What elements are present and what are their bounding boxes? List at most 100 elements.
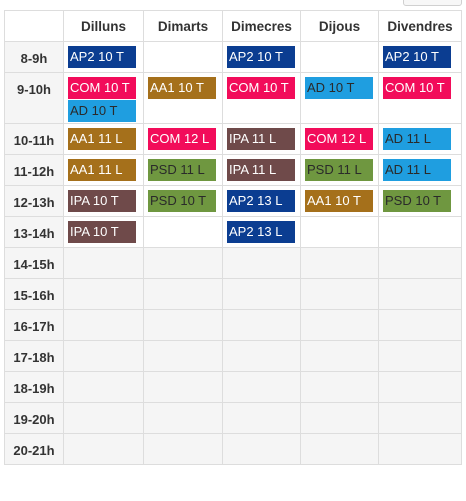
schedule-cell: COM 10 T xyxy=(222,72,301,124)
day-header: Dimecres xyxy=(222,10,301,42)
hour-label: 19-20h xyxy=(4,402,64,434)
day-header: Dijous xyxy=(300,10,379,42)
schedule-cell: AA1 11 L xyxy=(63,154,144,186)
schedule-table: Dilluns Dimarts Dimecres Dijous Divendre… xyxy=(4,10,462,465)
schedule-row: 18-19h xyxy=(4,371,462,403)
schedule-cell: PSD 10 T xyxy=(378,185,462,217)
course-block[interactable]: AA1 10 T xyxy=(305,190,373,212)
course-block[interactable]: IPA 10 T xyxy=(68,221,136,243)
schedule-cell: AA1 10 T xyxy=(300,185,379,217)
course-block[interactable]: COM 12 L xyxy=(148,128,216,150)
schedule-row: 17-18h xyxy=(4,340,462,372)
schedule-cell xyxy=(222,371,301,403)
schedule-cell xyxy=(222,309,301,341)
schedule-cell xyxy=(63,340,144,372)
schedule-cell xyxy=(300,433,379,465)
course-block[interactable]: AA1 11 L xyxy=(68,128,136,150)
schedule-row: 11-12h AA1 11 L PSD 11 L IPA 11 L PSD 11 L AD… xyxy=(4,154,462,186)
schedule-row: 19-20h xyxy=(4,402,462,434)
schedule-row: 13-14h IPA 10 T AP2 13 L xyxy=(4,216,462,248)
course-block[interactable]: PSD 11 L xyxy=(305,159,373,181)
schedule-cell xyxy=(378,433,462,465)
schedule-cell xyxy=(63,309,144,341)
schedule-row: 9-10h COM 10 T AD 10 T AA1 10 T COM 10 T AD 1… xyxy=(4,72,462,124)
schedule-cell xyxy=(143,402,223,434)
toolbar-button[interactable] xyxy=(403,0,462,6)
day-header: Dilluns xyxy=(63,10,144,42)
schedule-cell xyxy=(300,371,379,403)
hour-label: 16-17h xyxy=(4,309,64,341)
schedule-cell xyxy=(143,433,223,465)
schedule-cell: IPA 11 L xyxy=(222,123,301,155)
corner-cell xyxy=(4,10,64,42)
schedule-cell xyxy=(143,216,223,248)
schedule-cell xyxy=(63,247,144,279)
course-block[interactable]: IPA 10 T xyxy=(68,190,136,212)
course-block[interactable]: AP2 13 L xyxy=(227,190,295,212)
header-row: Dilluns Dimarts Dimecres Dijous Divendre… xyxy=(4,10,462,42)
schedule-row: 12-13h IPA 10 T PSD 10 T AP2 13 L AA1 10 T PS… xyxy=(4,185,462,217)
schedule-cell xyxy=(300,216,379,248)
course-block[interactable]: AD 11 L xyxy=(383,159,451,181)
course-block[interactable]: IPA 11 L xyxy=(227,128,295,150)
schedule-row: 16-17h xyxy=(4,309,462,341)
course-block[interactable]: PSD 10 T xyxy=(383,190,451,212)
schedule-cell xyxy=(143,247,223,279)
schedule-cell: COM 10 T AD 10 T xyxy=(63,72,144,124)
course-block[interactable]: PSD 10 T xyxy=(148,190,216,212)
course-block[interactable]: COM 10 T xyxy=(68,77,136,99)
hour-label: 17-18h xyxy=(4,340,64,372)
schedule-cell xyxy=(222,278,301,310)
schedule-cell: AD 11 L xyxy=(378,123,462,155)
course-block[interactable]: PSD 11 L xyxy=(148,159,216,181)
hour-label: 12-13h xyxy=(4,185,64,217)
schedule-cell xyxy=(378,278,462,310)
course-block[interactable]: AA1 11 L xyxy=(68,159,136,181)
course-block[interactable]: IPA 11 L xyxy=(227,159,295,181)
schedule-cell: PSD 11 L xyxy=(143,154,223,186)
schedule-cell xyxy=(63,402,144,434)
schedule-row: 10-11h AA1 11 L COM 12 L IPA 11 L COM 12 L AD… xyxy=(4,123,462,155)
hour-label: 9-10h xyxy=(4,72,64,124)
course-block[interactable]: AP2 13 L xyxy=(227,221,295,243)
course-block[interactable]: AA1 10 T xyxy=(148,77,216,99)
course-block[interactable]: COM 10 T xyxy=(383,77,451,99)
schedule-cell xyxy=(378,340,462,372)
schedule-cell: IPA 11 L xyxy=(222,154,301,186)
schedule-cell xyxy=(300,402,379,434)
schedule-cell xyxy=(378,402,462,434)
course-block[interactable]: AP2 10 T xyxy=(383,46,451,68)
schedule-cell xyxy=(300,247,379,279)
schedule-cell: AD 11 L xyxy=(378,154,462,186)
hour-label: 10-11h xyxy=(4,123,64,155)
course-block[interactable]: AD 11 L xyxy=(383,128,451,150)
schedule-cell: PSD 11 L xyxy=(300,154,379,186)
course-block[interactable]: AD 10 T xyxy=(68,100,136,122)
schedule-cell xyxy=(378,216,462,248)
schedule-cell xyxy=(300,278,379,310)
schedule-body: 8-9h AP2 10 T AP2 10 T AP2 10 T 9-10h COM 10 … xyxy=(4,41,462,465)
schedule-cell: AP2 10 T xyxy=(222,41,301,73)
course-block[interactable]: AD 10 T xyxy=(305,77,373,99)
schedule-cell xyxy=(222,340,301,372)
schedule-cell: COM 12 L xyxy=(143,123,223,155)
hour-label: 13-14h xyxy=(4,216,64,248)
course-block[interactable]: COM 10 T xyxy=(227,77,295,99)
schedule-cell: IPA 10 T xyxy=(63,185,144,217)
day-header: Divendres xyxy=(378,10,462,42)
schedule-cell: AP2 13 L xyxy=(222,185,301,217)
schedule-cell: AD 10 T xyxy=(300,72,379,124)
course-block[interactable]: AP2 10 T xyxy=(227,46,295,68)
schedule-cell xyxy=(222,433,301,465)
schedule-cell xyxy=(143,278,223,310)
schedule-row: 15-16h xyxy=(4,278,462,310)
schedule-cell xyxy=(300,309,379,341)
schedule-row: 8-9h AP2 10 T AP2 10 T AP2 10 T xyxy=(4,41,462,73)
schedule-cell: IPA 10 T xyxy=(63,216,144,248)
schedule-cell xyxy=(300,41,379,73)
schedule-cell xyxy=(143,309,223,341)
course-block[interactable]: AP2 10 T xyxy=(68,46,136,68)
course-block[interactable]: COM 12 L xyxy=(305,128,373,150)
schedule-row: 14-15h xyxy=(4,247,462,279)
schedule-cell xyxy=(378,371,462,403)
